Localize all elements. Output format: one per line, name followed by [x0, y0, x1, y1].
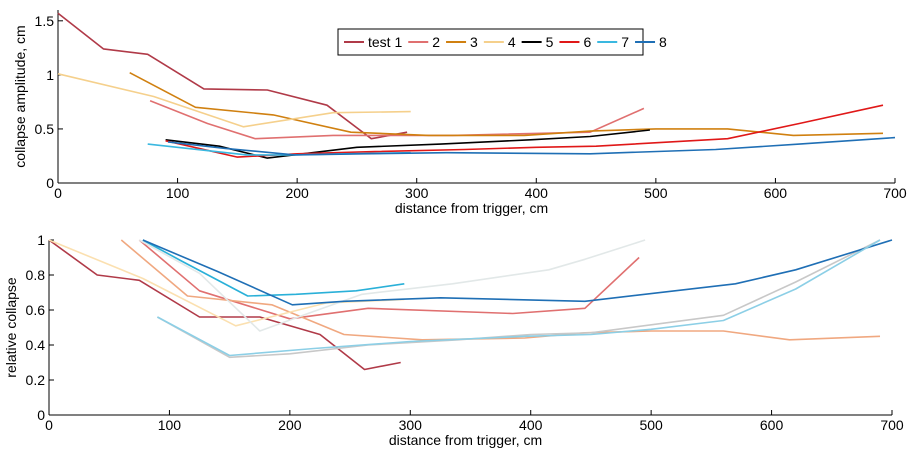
x-tick-label: 500: [644, 185, 668, 201]
x-tick-label: 100: [166, 185, 190, 201]
legend-label: 5: [546, 34, 554, 50]
x-tick-label: 300: [399, 417, 423, 433]
series-line-3: [120, 239, 881, 341]
x-tick-label: 600: [760, 417, 784, 433]
series-line-test-1: [48, 239, 401, 371]
x-tick-label: 200: [278, 417, 302, 433]
legend-label: 7: [621, 34, 629, 50]
series-line-5: [165, 129, 650, 159]
x-tick-label: 0: [45, 417, 53, 433]
x-tick-label: 500: [639, 417, 663, 433]
x-tick-label: 200: [285, 185, 309, 201]
x-axis-label: distance from trigger, cm: [389, 432, 542, 448]
legend-label: 4: [508, 34, 516, 50]
relative-collapse-chart: 0 100 200 300 400 500 600 700 0 0.2 0.4 0.6 0.8 1 dist…: [3, 232, 904, 448]
x-tick-label: 300: [405, 185, 429, 201]
series-line-8: [167, 136, 896, 156]
x-tick-label: 100: [158, 417, 182, 433]
y-axis-label: collapse amplitude, cm: [12, 25, 28, 167]
x-axis-label: distance from trigger, cm: [395, 200, 548, 216]
x-tick-label: 400: [519, 417, 543, 433]
legend-label: 6: [583, 34, 591, 50]
y-tick-label: 0.5: [35, 121, 55, 137]
y-tick-label: 1: [46, 67, 54, 83]
collapse-amplitude-chart: 0 100 200 300 400 500 600 700 0 0.5 1 1.5 distance f…: [12, 10, 907, 216]
x-tick-label: 400: [525, 185, 549, 201]
y-tick-label: 0.2: [26, 372, 46, 388]
legend-label: 8: [659, 34, 667, 50]
y-tick-label: 1: [37, 232, 45, 248]
series-line-7: [142, 239, 405, 297]
series-line-4: [48, 239, 405, 327]
y-tick-label: 0.6: [26, 302, 46, 318]
legend: test 1 2 3 4 5 6 7 8: [337, 28, 667, 56]
y-tick-label: 0.8: [26, 267, 46, 283]
series-line-3: [129, 71, 884, 137]
legend-label: 2: [432, 34, 440, 50]
x-tick-label: 600: [764, 185, 788, 201]
series-line-2: [138, 239, 640, 320]
y-tick-label: 1.5: [35, 13, 55, 29]
legend-label: 3: [470, 34, 478, 50]
series-line-6: [165, 104, 884, 158]
series-line-8: [142, 239, 893, 306]
legend-label: test 1: [368, 34, 402, 50]
y-axis-label: relative collapse: [3, 277, 19, 378]
series-line-5: [138, 239, 646, 332]
x-tick-label: 700: [883, 185, 907, 201]
y-tick-label: 0: [37, 407, 45, 423]
series-line-4: [57, 73, 411, 128]
x-tick-label: 700: [880, 417, 904, 433]
y-tick-label: 0: [46, 175, 54, 191]
x-tick-label: 0: [54, 185, 62, 201]
series-line-9: [157, 239, 881, 357]
y-tick-label: 0.4: [26, 337, 46, 353]
series-line-2: [149, 100, 645, 140]
